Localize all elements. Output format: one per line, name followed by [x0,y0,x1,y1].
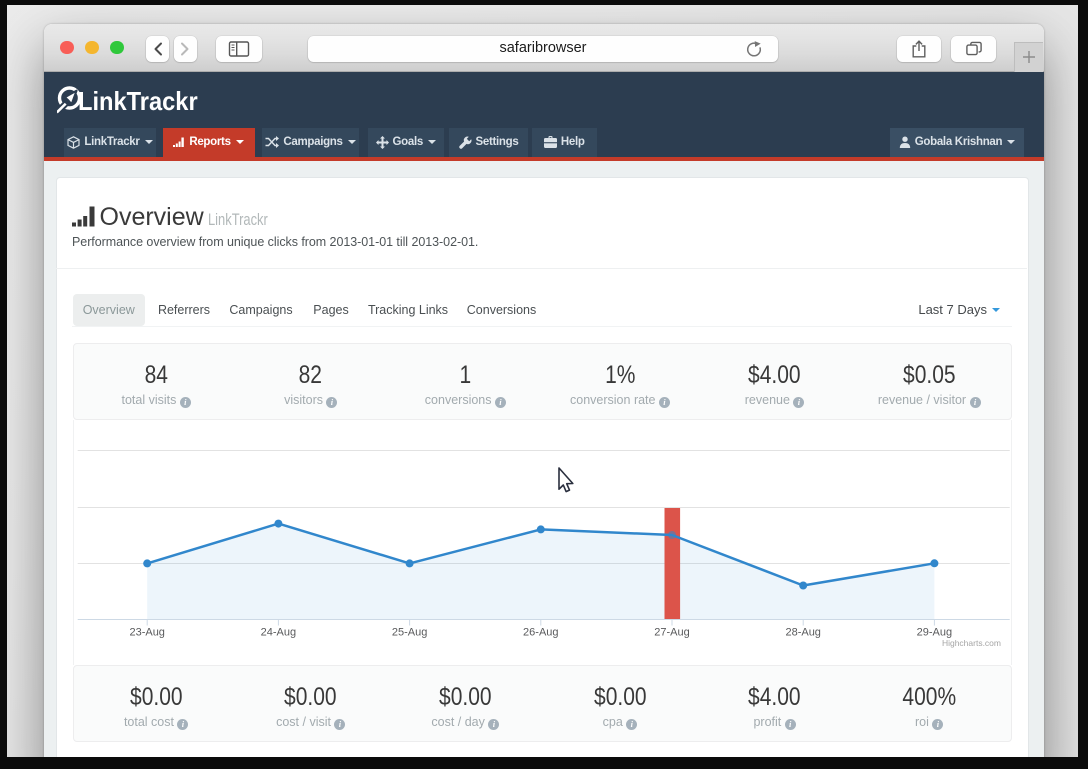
svg-text:24-Aug: 24-Aug [261,627,296,639]
svg-text:26-Aug: 26-Aug [523,627,558,639]
svg-text:27-Aug: 27-Aug [655,627,690,639]
svg-text:25-Aug: 25-Aug [392,627,427,639]
svg-text:28-Aug: 28-Aug [786,627,821,639]
svg-text:23-Aug: 23-Aug [130,627,165,639]
svg-text:29-Aug: 29-Aug [917,627,952,639]
svg-text:Highcharts.com: Highcharts.com [942,638,1001,648]
